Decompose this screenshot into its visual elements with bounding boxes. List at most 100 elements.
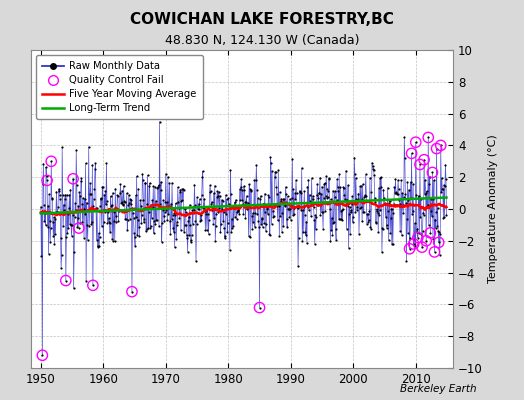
Point [102,160,111,166]
Point [168,212,177,218]
Point [286,196,294,202]
Point [338,216,346,223]
Point [308,175,316,182]
Point [121,199,129,205]
Point [327,227,335,233]
Point [439,186,447,192]
Point [254,195,262,202]
Point [282,191,290,198]
Point [290,211,298,217]
Point [213,188,222,195]
Point [407,195,415,201]
Y-axis label: Temperature Anomaly (°C): Temperature Anomaly (°C) [488,135,498,283]
Point [385,200,394,206]
Point [285,206,293,212]
Point [342,167,350,174]
Point [387,214,395,221]
Point [424,134,432,141]
Point [77,178,85,184]
Point [418,244,426,250]
Point [100,191,108,198]
Point [199,204,208,211]
Point [125,200,134,206]
Point [204,211,212,217]
Point [105,215,113,222]
Point [243,203,252,210]
Point [121,216,129,222]
Point [414,192,423,199]
Point [220,225,228,231]
Point [323,194,332,200]
Point [429,196,438,202]
Point [203,206,212,212]
Point [113,206,121,213]
Point [151,184,159,190]
Point [69,176,78,182]
Point [154,182,162,188]
Point [201,226,210,233]
Point [70,248,78,255]
Point [416,161,424,168]
Point [238,186,247,193]
Point [42,164,50,170]
Point [302,218,311,225]
Point [105,220,114,226]
Point [87,221,95,227]
Point [399,210,408,216]
Point [409,181,417,187]
Point [420,156,428,163]
Point [417,196,425,202]
Point [355,205,364,211]
Point [262,220,270,227]
Point [146,180,154,186]
Point [138,171,147,177]
Point [135,224,143,230]
Point [430,177,438,183]
Point [215,205,224,212]
Point [199,168,207,174]
Point [301,229,310,236]
Point [272,184,280,190]
Point [439,215,447,222]
Point [401,155,409,161]
Point [312,213,321,220]
Point [411,139,420,146]
Point [316,175,324,181]
Point [324,188,332,194]
Point [130,230,138,236]
Point [422,238,430,244]
Point [427,196,435,202]
Point [258,224,267,230]
Point [280,202,289,208]
Point [209,204,217,211]
Point [160,209,169,215]
Point [61,196,69,202]
Point [339,206,347,212]
Point [125,192,133,198]
Point [272,190,281,197]
Point [390,200,398,207]
Point [260,220,268,226]
Point [372,219,380,225]
Point [177,227,185,234]
Point [297,207,305,214]
Legend: Raw Monthly Data, Quality Control Fail, Five Year Moving Average, Long-Term Tren: Raw Monthly Data, Quality Control Fail, … [37,55,203,119]
Point [322,173,331,180]
Point [71,200,79,206]
Point [88,162,96,168]
Point [409,241,418,247]
Point [350,154,358,161]
Point [417,230,425,237]
Point [52,208,60,215]
Point [388,241,396,247]
Point [350,199,358,206]
Point [126,216,134,222]
Point [354,196,362,203]
Point [441,161,450,168]
Point [330,218,338,225]
Point [230,223,238,229]
Point [119,201,127,208]
Point [123,227,132,233]
Point [420,156,428,163]
Point [156,187,165,193]
